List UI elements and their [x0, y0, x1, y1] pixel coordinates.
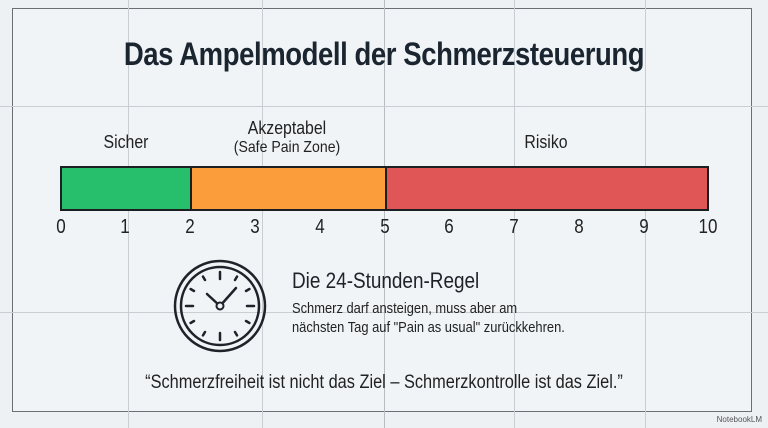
grid-line [384, 0, 385, 428]
zone-risk [384, 168, 707, 209]
tick-5: 5 [380, 216, 390, 238]
grid-line [262, 0, 263, 428]
grid-line [0, 106, 768, 107]
tick-1: 1 [120, 216, 130, 238]
quote: “Schmerzfreiheit ist nicht das Ziel – Sc… [145, 372, 623, 393]
tick-9: 9 [639, 216, 649, 238]
tick-4: 4 [315, 216, 325, 238]
zone-acceptable [190, 168, 385, 209]
zone-safe [62, 168, 191, 209]
tick-2: 2 [185, 216, 195, 238]
notebooklm-badge: NotebookLM [716, 415, 762, 424]
zone-label-acceptable: Akzeptabel (Safe Pain Zone) [215, 118, 359, 157]
clock-icon [173, 259, 267, 353]
grid-line [514, 0, 515, 428]
rule-title: Die 24-Stunden-Regel [292, 268, 480, 293]
tick-0: 0 [56, 216, 66, 238]
zone-sublabel-acceptable: (Safe Pain Zone) [233, 139, 341, 156]
grid-line [0, 312, 768, 313]
grid-line [128, 0, 129, 428]
page-title: Das Ampelmodell der Schmerzsteuerung [123, 36, 645, 72]
tick-10: 10 [698, 216, 718, 238]
grid-line [645, 0, 646, 428]
tick-3: 3 [250, 216, 260, 238]
rule-description: Schmerz darf ansteigen, muss aber am näc… [292, 300, 565, 336]
traffic-light-bar [60, 166, 709, 211]
zone-label-safe: Sicher [103, 132, 149, 152]
tick-7: 7 [509, 216, 519, 238]
tick-8: 8 [574, 216, 584, 238]
zone-label-risk: Risiko [524, 132, 568, 152]
tick-6: 6 [444, 216, 454, 238]
